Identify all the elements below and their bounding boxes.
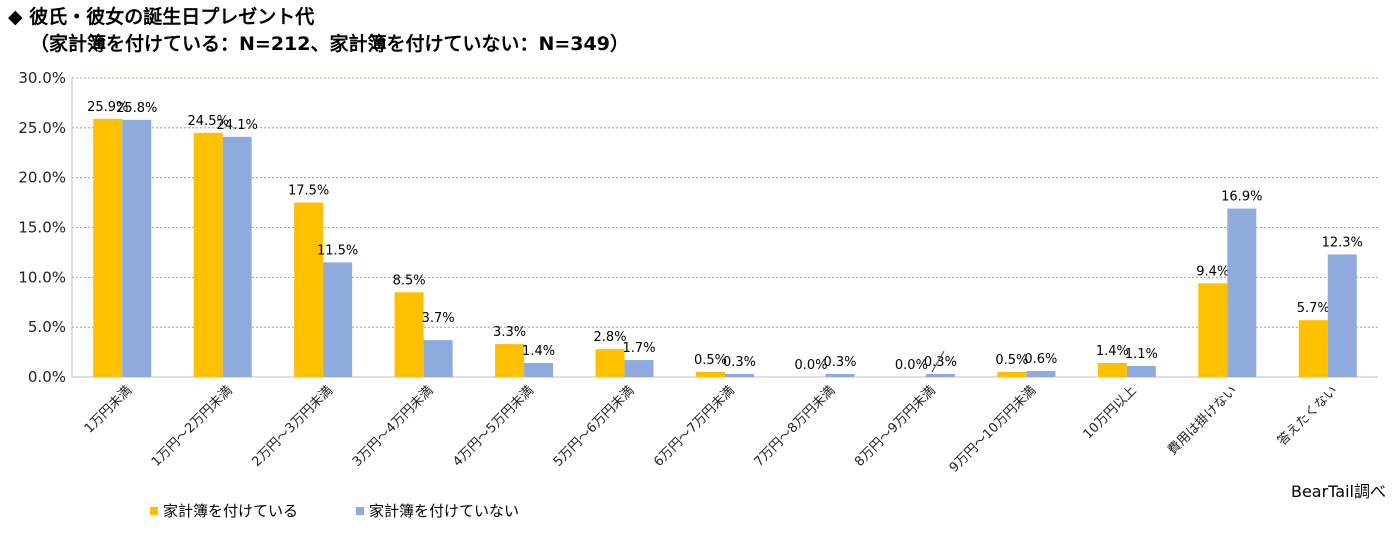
x-tick-label: 6万円～7万円未満 bbox=[651, 383, 738, 470]
bar-series-2 bbox=[725, 374, 754, 377]
bar-series-1 bbox=[1298, 320, 1328, 377]
data-label-series-1: 2.8% bbox=[594, 330, 627, 345]
data-label-series-2: 11.5% bbox=[317, 243, 358, 258]
x-tick-label: 10万円以上 bbox=[1081, 383, 1140, 442]
data-label-series-2: 1.4% bbox=[522, 344, 555, 359]
bar-series-2 bbox=[423, 340, 453, 377]
bar-series-2 bbox=[1026, 371, 1056, 377]
legend-swatch-series-2 bbox=[356, 506, 365, 515]
legend-swatch-series-1 bbox=[150, 506, 158, 515]
leader-line bbox=[931, 350, 945, 373]
bar-series-1 bbox=[93, 118, 123, 377]
data-label-series-1: 25.9% bbox=[87, 100, 128, 115]
bar-series-1 bbox=[1097, 363, 1127, 377]
x-tick-label: 9万円～10万円未満 bbox=[947, 383, 1040, 476]
data-label-series-1: 5.7% bbox=[1297, 301, 1330, 316]
bar-series-2 bbox=[222, 136, 252, 377]
y-tick-label: 10.0% bbox=[18, 268, 66, 286]
bar-series-1 bbox=[997, 372, 1027, 377]
bar-series-2 bbox=[323, 262, 353, 377]
x-tick-label: 1万円～2万円未満 bbox=[149, 383, 236, 470]
data-label-series-2: 3.7% bbox=[422, 311, 455, 326]
bar-series-1 bbox=[696, 372, 725, 377]
legend-label-series-2: 家計簿を付けていない bbox=[369, 502, 520, 520]
data-label-series-1: 24.5% bbox=[188, 114, 229, 129]
title-line-2: （家計簿を付けている：N=212、家計簿を付けていない：N=349） bbox=[30, 33, 629, 55]
data-label-series-1: 17.5% bbox=[288, 184, 329, 199]
bar-series-2 bbox=[122, 119, 152, 378]
bar-series-2 bbox=[825, 374, 855, 377]
legend-label-series-1: 家計簿を付けている bbox=[163, 502, 299, 520]
legend-item-series-1: 家計簿を付けている bbox=[150, 500, 298, 521]
x-tick-label: 2万円～3万円未満 bbox=[249, 383, 336, 470]
bar-series-2 bbox=[1327, 254, 1357, 377]
y-tick-label: 30.0% bbox=[18, 69, 66, 87]
y-tick-label: 5.0% bbox=[28, 318, 66, 336]
y-tick-label: 25.0% bbox=[18, 119, 66, 137]
data-label-series-2: 12.3% bbox=[1322, 235, 1363, 250]
data-label-series-1: 1.4% bbox=[1096, 344, 1129, 359]
y-tick-label: 20.0% bbox=[18, 169, 66, 187]
x-tick-label: 費用は掛けない bbox=[1165, 383, 1240, 458]
bar-series-1 bbox=[193, 132, 223, 377]
x-tick-label: 8万円～9万円未満 bbox=[852, 383, 939, 470]
title-line-1: ◆ 彼氏・彼女の誕生日プレゼント代 bbox=[8, 6, 315, 28]
data-label-series-1: 8.5% bbox=[393, 273, 426, 288]
bar-series-1 bbox=[394, 292, 424, 377]
data-label-series-2: 0.6% bbox=[1024, 352, 1057, 367]
chart-title: ◆ 彼氏・彼女の誕生日プレゼント代 （家計簿を付けている：N=212、家計簿を付… bbox=[8, 4, 629, 58]
bar-series-2 bbox=[925, 374, 955, 377]
data-label-series-1: 0.5% bbox=[694, 353, 727, 368]
bar-series-2 bbox=[1227, 208, 1257, 377]
y-tick-label: 0.0% bbox=[28, 368, 66, 386]
data-label-series-1: 0.5% bbox=[995, 353, 1028, 368]
data-label-series-1: 9.4% bbox=[1196, 264, 1229, 279]
data-label-series-2: 0.3% bbox=[823, 355, 856, 370]
x-tick-label: 答えたくない bbox=[1274, 383, 1340, 449]
x-tick-label: 7万円～8万円未満 bbox=[752, 383, 839, 470]
data-label-series-2: 24.1% bbox=[217, 118, 258, 133]
bar-series-2 bbox=[624, 360, 654, 377]
bar-series-1 bbox=[1198, 283, 1228, 377]
data-label-series-1: 0.0% bbox=[794, 358, 827, 373]
bar-series-2 bbox=[1126, 366, 1156, 377]
source-credit: BearTail調べ bbox=[1290, 482, 1386, 501]
data-label-series-1: 3.3% bbox=[493, 325, 526, 340]
bar-series-1 bbox=[495, 344, 525, 377]
data-label-series-2: 1.1% bbox=[1125, 347, 1158, 362]
y-tick-label: 15.0% bbox=[18, 219, 66, 237]
legend: 家計簿を付けている 家計簿を付けていない bbox=[150, 500, 519, 521]
bar-series-1 bbox=[294, 202, 324, 377]
data-label-series-2: 25.8% bbox=[116, 101, 157, 116]
legend-item-series-2: 家計簿を付けていない bbox=[356, 500, 519, 521]
bar-series-1 bbox=[595, 349, 625, 377]
data-label-series-1: 0.0% bbox=[895, 358, 928, 373]
x-tick-label: 3万円～4万円未満 bbox=[350, 383, 437, 470]
data-label-series-2: 0.3% bbox=[924, 355, 957, 370]
x-tick-label: 4万円～5万円未満 bbox=[450, 383, 537, 470]
x-tick-label: 1万円未満 bbox=[82, 383, 135, 436]
data-label-series-2: 1.7% bbox=[623, 341, 656, 356]
bar-series-2 bbox=[524, 363, 554, 377]
data-label-series-2: 0.3% bbox=[723, 355, 756, 370]
x-tick-label: 5万円～6万円未満 bbox=[551, 383, 638, 470]
data-label-series-2: 16.9% bbox=[1221, 190, 1262, 205]
